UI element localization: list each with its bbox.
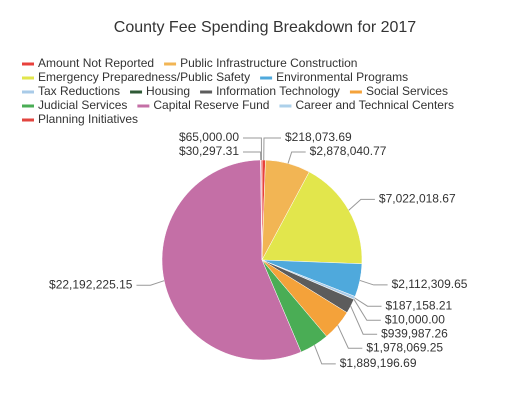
leader-line bbox=[243, 151, 262, 161]
data-label: $187,158.21 bbox=[386, 298, 453, 312]
legend-label: Planning Initiatives bbox=[38, 112, 138, 126]
leader-line bbox=[353, 299, 381, 321]
chart-title: County Fee Spending Breakdown for 2017 bbox=[114, 19, 417, 36]
legend-label: Amount Not Reported bbox=[38, 56, 154, 70]
leader-line bbox=[354, 297, 382, 307]
legend-label: Judicial Services bbox=[38, 98, 127, 112]
legend-label: Social Services bbox=[366, 84, 448, 98]
data-label: $1,978,069.25 bbox=[366, 340, 443, 354]
leader-line bbox=[337, 325, 363, 349]
leader-line bbox=[263, 137, 281, 161]
legend-label: Housing bbox=[146, 84, 190, 98]
data-label: $30,297.31 bbox=[179, 144, 239, 158]
legend-label: Career and Technical Centers bbox=[295, 98, 454, 112]
leader-line bbox=[359, 279, 388, 286]
data-label: $2,878,040.77 bbox=[310, 144, 387, 158]
legend-label: Capital Reserve Fund bbox=[153, 98, 269, 112]
data-label: $1,889,196.69 bbox=[340, 356, 417, 370]
data-label: $22,192,225.15 bbox=[49, 277, 133, 291]
leader-line bbox=[243, 137, 262, 161]
data-label: $65,000.00 bbox=[179, 130, 239, 144]
leader-line bbox=[313, 344, 336, 365]
legend-label: Emergency Preparedness/Public Safety bbox=[38, 70, 250, 84]
data-label: $7,022,018.67 bbox=[379, 192, 456, 206]
leader-line bbox=[350, 305, 378, 335]
legend-label: Information Technology bbox=[216, 84, 340, 98]
legend-label: Tax Reductions bbox=[38, 84, 120, 98]
data-label: $2,112,309.65 bbox=[392, 277, 468, 291]
pie-slice bbox=[161, 159, 302, 361]
leader-line bbox=[136, 280, 165, 286]
legend-label: Environmental Programs bbox=[276, 70, 408, 84]
legend-label: Public Infrastructure Construction bbox=[180, 56, 357, 70]
data-label: $10,000.00 bbox=[385, 312, 445, 326]
leader-line bbox=[287, 151, 306, 164]
data-label: $218,073.69 bbox=[285, 130, 352, 144]
leader-line bbox=[348, 198, 375, 211]
data-label: $939,987.26 bbox=[381, 326, 448, 340]
